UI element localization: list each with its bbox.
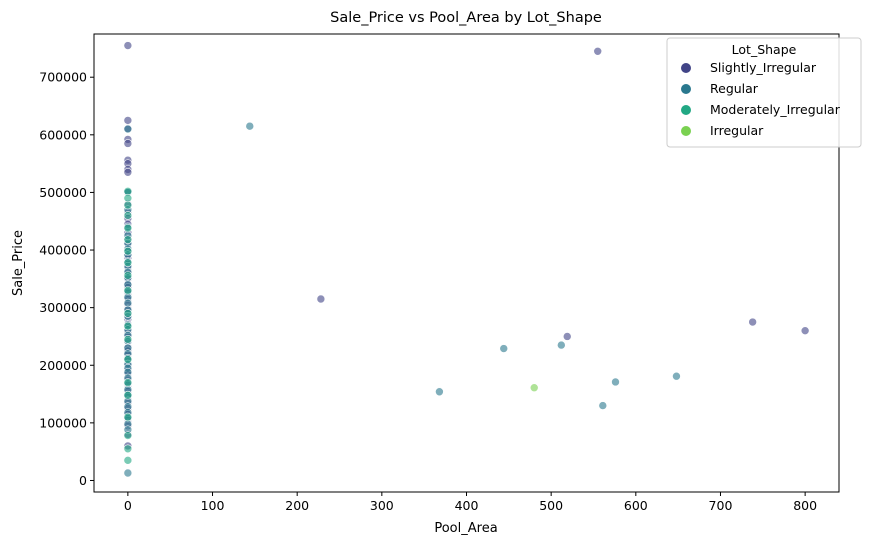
y-tick-label: 0 (79, 473, 87, 488)
data-point (611, 377, 620, 387)
x-tick-label: 100 (201, 498, 225, 513)
legend-marker (681, 63, 691, 73)
chart-title: Sale_Price vs Pool_Area by Lot_Shape (330, 10, 602, 26)
data-point (672, 371, 681, 381)
data-point (123, 41, 133, 50)
legend-marker (681, 84, 691, 94)
data-point (562, 332, 572, 341)
x-tick-label: 700 (709, 498, 733, 513)
legend-label: Slightly_Irregular (710, 60, 817, 75)
legend-marker (681, 105, 691, 115)
data-point (123, 223, 133, 233)
data-point (123, 431, 133, 440)
data-point (123, 321, 133, 331)
y-axis-ticks: 0 100000 200000 300000 400000 500000 600000 700… (39, 70, 94, 488)
x-axis-title: Pool_Area (434, 521, 497, 536)
data-point (123, 200, 133, 210)
y-tick-label: 400000 (39, 243, 87, 258)
data-point (123, 246, 133, 256)
data-point (435, 387, 444, 397)
data-point (123, 412, 133, 422)
legend-label: Moderately_Irregular (710, 102, 841, 117)
legend-frame (666, 37, 862, 148)
x-tick-label: 500 (539, 498, 563, 513)
y-tick-label: 700000 (39, 70, 87, 85)
legend-marker (681, 126, 691, 136)
data-point (557, 340, 566, 350)
data-point (593, 46, 603, 56)
data-point (598, 401, 608, 410)
y-tick-label: 500000 (39, 185, 87, 200)
data-point (123, 335, 133, 344)
data-point (800, 326, 810, 335)
data-point (123, 286, 133, 295)
y-tick-label: 300000 (39, 300, 87, 315)
data-points (123, 41, 810, 478)
y-axis-title: Sale_Price (11, 230, 26, 296)
legend: Lot_Shape Slightly_Irregular Regular Moder… (666, 37, 862, 148)
data-point (123, 211, 133, 220)
data-point (123, 378, 133, 387)
x-tick-label: 0 (124, 498, 132, 513)
data-point (123, 456, 133, 465)
x-axis-ticks: 0 100 200 300 400 500 600 700 800 (124, 492, 817, 513)
legend-items: Slightly_Irregular Regular Moderately_Irre… (681, 60, 841, 138)
data-point (316, 294, 326, 304)
data-point (123, 355, 133, 364)
data-point (123, 309, 133, 318)
data-point (529, 383, 539, 393)
data-point (123, 258, 133, 268)
legend-label: Regular (710, 81, 759, 96)
data-point (123, 235, 133, 244)
data-point (123, 390, 133, 400)
data-point (123, 468, 133, 478)
y-tick-label: 200000 (39, 358, 87, 373)
data-point (123, 444, 133, 454)
legend-label: Irregular (710, 123, 764, 138)
data-point (123, 167, 133, 177)
x-tick-label: 300 (370, 498, 394, 513)
data-point (123, 139, 133, 148)
data-point (123, 116, 133, 125)
data-point (123, 271, 133, 280)
y-tick-label: 100000 (39, 415, 87, 430)
y-tick-label: 600000 (39, 127, 87, 142)
x-tick-label: 600 (624, 498, 648, 513)
legend-title: Lot_Shape (732, 42, 797, 57)
data-point (245, 121, 255, 131)
data-point (748, 317, 757, 327)
x-tick-label: 400 (455, 498, 479, 513)
x-tick-label: 800 (793, 498, 817, 513)
data-point (499, 344, 509, 353)
data-point (123, 124, 133, 134)
x-tick-label: 200 (285, 498, 309, 513)
